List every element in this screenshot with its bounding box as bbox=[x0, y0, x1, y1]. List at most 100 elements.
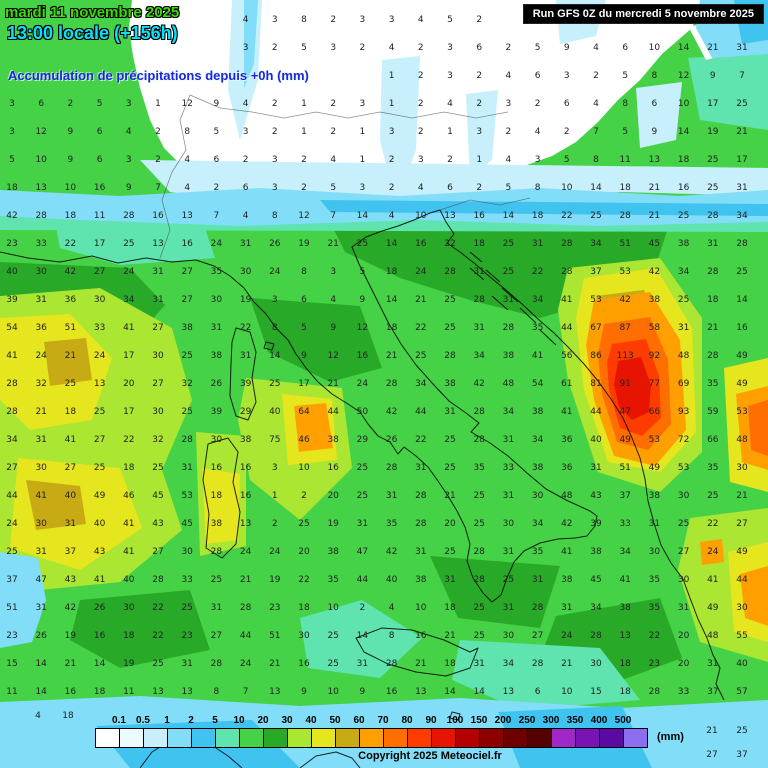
precip-value: 46 bbox=[123, 491, 135, 501]
precip-value: 38 bbox=[327, 547, 339, 557]
precip-value: 9 bbox=[301, 687, 307, 697]
precip-value: 41 bbox=[561, 295, 573, 305]
precip-value: 31 bbox=[502, 491, 515, 501]
precip-value: 41 bbox=[707, 575, 719, 585]
precip-value: 31 bbox=[473, 659, 485, 669]
precip-value: 1 bbox=[359, 155, 366, 165]
precip-value: 8 bbox=[622, 99, 629, 109]
precip-value: 28 bbox=[473, 407, 485, 417]
precip-value: 46 bbox=[298, 435, 310, 445]
precip-value: 2 bbox=[593, 71, 599, 81]
precip-value: 49 bbox=[648, 463, 661, 473]
precip-value: 35 bbox=[473, 463, 485, 473]
precip-value: 41 bbox=[123, 519, 135, 529]
precip-value: 21 bbox=[707, 323, 719, 333]
precip-value: 92 bbox=[648, 351, 661, 361]
precip-value: 21 bbox=[707, 43, 719, 53]
precip-value: 25 bbox=[6, 547, 18, 557]
precip-value: 30 bbox=[152, 351, 164, 361]
precip-value: 36 bbox=[561, 435, 573, 445]
precip-value: 19 bbox=[123, 659, 135, 669]
precip-value: 9 bbox=[67, 127, 74, 137]
precip-value: 27 bbox=[706, 750, 718, 760]
precip-value: 17 bbox=[707, 99, 719, 109]
precip-value: 24 bbox=[707, 547, 719, 557]
precip-value: 18 bbox=[473, 239, 485, 249]
precip-value: 37 bbox=[6, 575, 18, 585]
precip-value: 67 bbox=[590, 323, 602, 333]
precip-value: 30 bbox=[298, 631, 310, 641]
precip-value: 28 bbox=[444, 267, 456, 277]
precip-value: 3 bbox=[563, 71, 570, 81]
precip-value: 4 bbox=[447, 99, 453, 109]
precip-value: 2 bbox=[242, 155, 249, 165]
precip-value: 3 bbox=[330, 267, 337, 277]
precip-value: 5 bbox=[9, 155, 15, 165]
precip-value: 3 bbox=[271, 155, 278, 165]
precip-value: 3 bbox=[505, 99, 512, 109]
precip-value: 3 bbox=[271, 183, 278, 193]
precip-value: 18 bbox=[385, 267, 398, 277]
precip-value: 6 bbox=[96, 127, 103, 137]
precip-value: 25 bbox=[473, 603, 485, 613]
precip-value: 3 bbox=[447, 71, 453, 81]
precip-value: 14 bbox=[35, 687, 47, 697]
precip-value: 16 bbox=[152, 211, 164, 221]
precip-value: 27 bbox=[152, 547, 164, 557]
precip-value: 25 bbox=[356, 239, 369, 249]
precip-value: 1 bbox=[301, 127, 307, 137]
precip-value: 25 bbox=[152, 659, 164, 669]
precip-value: 3 bbox=[242, 127, 249, 137]
precip-value: 25 bbox=[327, 659, 339, 669]
precip-value: 4 bbox=[388, 43, 395, 53]
sicily-coastline bbox=[355, 627, 479, 677]
precip-value: 24 bbox=[210, 239, 223, 249]
precip-value: 9 bbox=[359, 687, 366, 697]
precip-value: 28 bbox=[473, 435, 485, 445]
precip-value: 4 bbox=[242, 15, 249, 25]
precip-value: 35 bbox=[648, 575, 661, 585]
precip-value: 25 bbox=[181, 407, 193, 417]
precip-value: 31 bbox=[35, 295, 47, 305]
precip-value: 38 bbox=[590, 547, 602, 557]
precip-value: 21 bbox=[239, 575, 252, 585]
precip-value: 42 bbox=[648, 267, 661, 277]
precip-value: 7 bbox=[213, 211, 220, 221]
precip-value: 3 bbox=[447, 43, 453, 53]
precip-value: 28 bbox=[619, 211, 631, 221]
precip-value: 45 bbox=[590, 575, 602, 585]
precip-value: 40 bbox=[269, 407, 281, 417]
precip-value: 24 bbox=[35, 351, 47, 361]
precip-value: 27 bbox=[531, 631, 544, 641]
precip-value: 10 bbox=[648, 43, 661, 53]
precip-value: 16 bbox=[64, 687, 77, 697]
precip-value: 27 bbox=[152, 379, 164, 389]
precip-value: 18 bbox=[619, 183, 631, 193]
precip-value: 30 bbox=[181, 547, 193, 557]
precip-value: 2 bbox=[330, 99, 337, 109]
precip-value: 6 bbox=[622, 43, 629, 53]
precip-value: 2 bbox=[301, 183, 307, 193]
precip-value: 17 bbox=[298, 379, 310, 389]
precip-value: 48 bbox=[736, 435, 748, 445]
precip-value: 28 bbox=[590, 631, 602, 641]
precip-value: 2 bbox=[417, 127, 424, 137]
precip-value: 48 bbox=[561, 491, 573, 501]
precip-value: 31 bbox=[415, 547, 427, 557]
precip-value: 35 bbox=[327, 575, 339, 585]
precip-value: 25 bbox=[736, 726, 748, 736]
precip-value: 26 bbox=[210, 379, 223, 389]
precip-value: 43 bbox=[93, 547, 106, 557]
precip-value: 8 bbox=[213, 687, 220, 697]
precip-value: 18 bbox=[444, 603, 456, 613]
precip-value: 25 bbox=[707, 155, 719, 165]
precip-value: 18 bbox=[444, 659, 456, 669]
precip-value: 36 bbox=[35, 323, 47, 333]
precip-value: 6 bbox=[563, 99, 570, 109]
precip-value: 13 bbox=[239, 519, 252, 529]
precip-value: 8 bbox=[388, 631, 395, 641]
precip-value: 31 bbox=[64, 519, 77, 529]
precip-value: 38 bbox=[677, 239, 690, 249]
precip-value: 51 bbox=[64, 323, 77, 333]
